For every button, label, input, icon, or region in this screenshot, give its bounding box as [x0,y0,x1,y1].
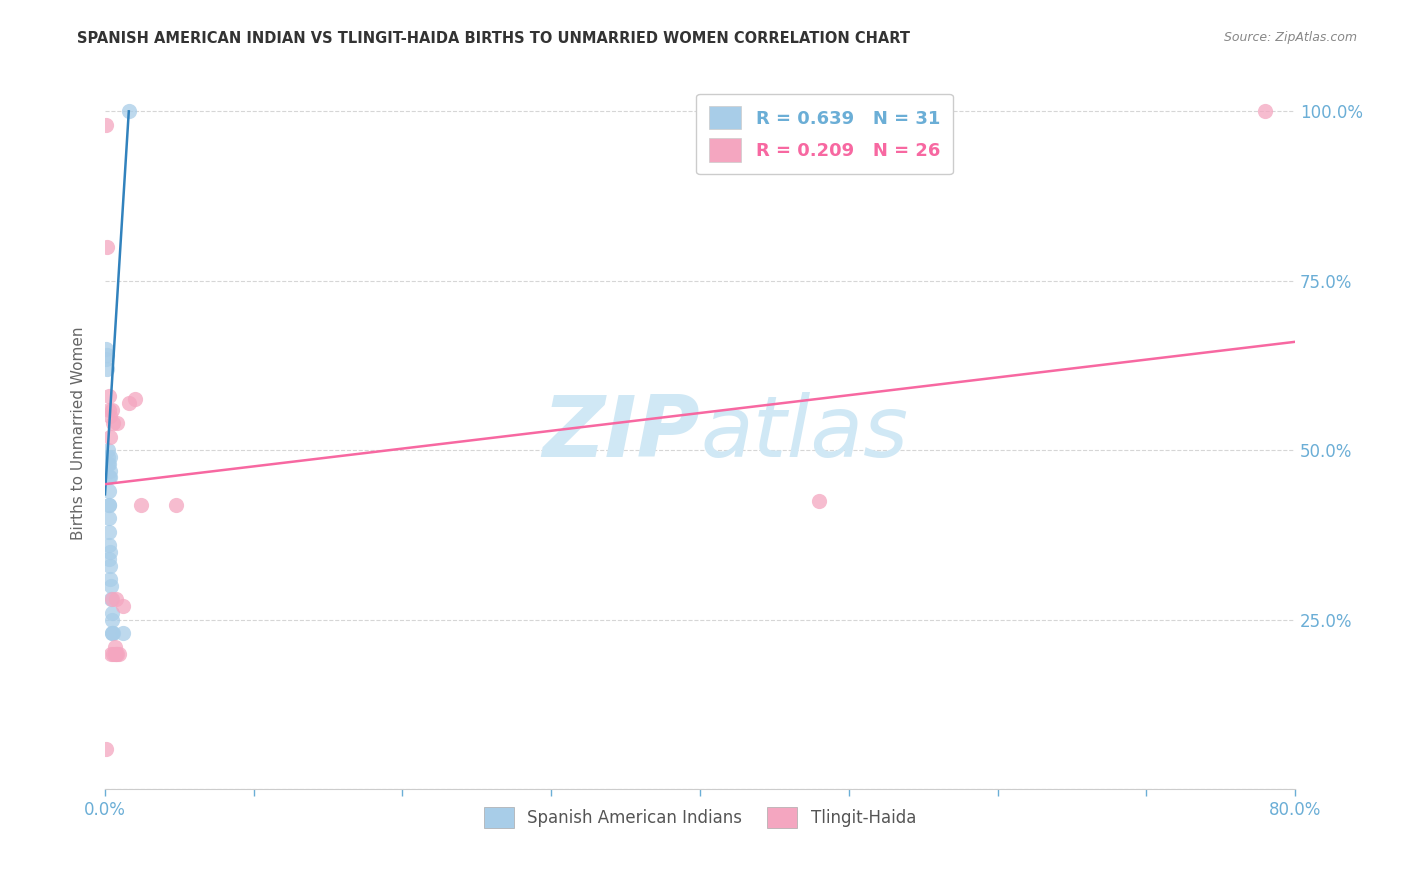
Point [101,626,124,640]
Point [97,450,120,464]
Point [97,389,120,403]
Y-axis label: Births to Unmarried Women: Births to Unmarried Women [72,326,86,540]
Point [98,498,121,512]
Point [105,416,128,430]
Point [103,647,125,661]
Point [104,592,127,607]
Point [104,647,127,661]
Point [98,470,121,484]
Point [98,464,121,478]
Point [103,640,125,654]
Legend: Spanish American Indians, Tlingit-Haida: Spanish American Indians, Tlingit-Haida [477,801,922,834]
Point [101,592,124,607]
Point [96,741,118,756]
Point [101,606,124,620]
Point [1254,104,1277,119]
Point [97,443,120,458]
Point [103,647,125,661]
Point [98,551,121,566]
Text: ZIP: ZIP [543,392,700,475]
Point [165,498,187,512]
Point [98,524,121,539]
Point [97,457,120,471]
Point [124,392,146,407]
Point [111,599,134,614]
Point [808,494,831,508]
Point [103,416,125,430]
Point [105,647,128,661]
Point [96,348,118,362]
Point [98,450,121,464]
Point [118,396,141,410]
Point [98,545,121,559]
Point [97,483,120,498]
Point [97,470,120,484]
Text: atlas: atlas [700,392,908,475]
Point [96,118,118,132]
Point [97,498,120,512]
Point [96,351,118,366]
Point [98,511,121,525]
Text: Source: ZipAtlas.com: Source: ZipAtlas.com [1223,31,1357,45]
Point [96,362,118,376]
Point [101,626,124,640]
Point [108,647,131,661]
Point [98,558,121,573]
Point [101,402,124,417]
Text: SPANISH AMERICAN INDIAN VS TLINGIT-HAIDA BIRTHS TO UNMARRIED WOMEN CORRELATION C: SPANISH AMERICAN INDIAN VS TLINGIT-HAIDA… [77,31,910,46]
Point [129,498,152,512]
Point [96,342,118,356]
Point [97,457,120,471]
Point [98,538,121,552]
Point [96,240,118,254]
Point [98,409,121,424]
Point [98,572,121,586]
Point [100,613,122,627]
Point [100,626,122,640]
Point [100,592,122,607]
Point [97,402,120,417]
Point [100,579,122,593]
Point [100,647,122,661]
Point [111,626,134,640]
Point [118,104,141,119]
Point [98,430,121,444]
